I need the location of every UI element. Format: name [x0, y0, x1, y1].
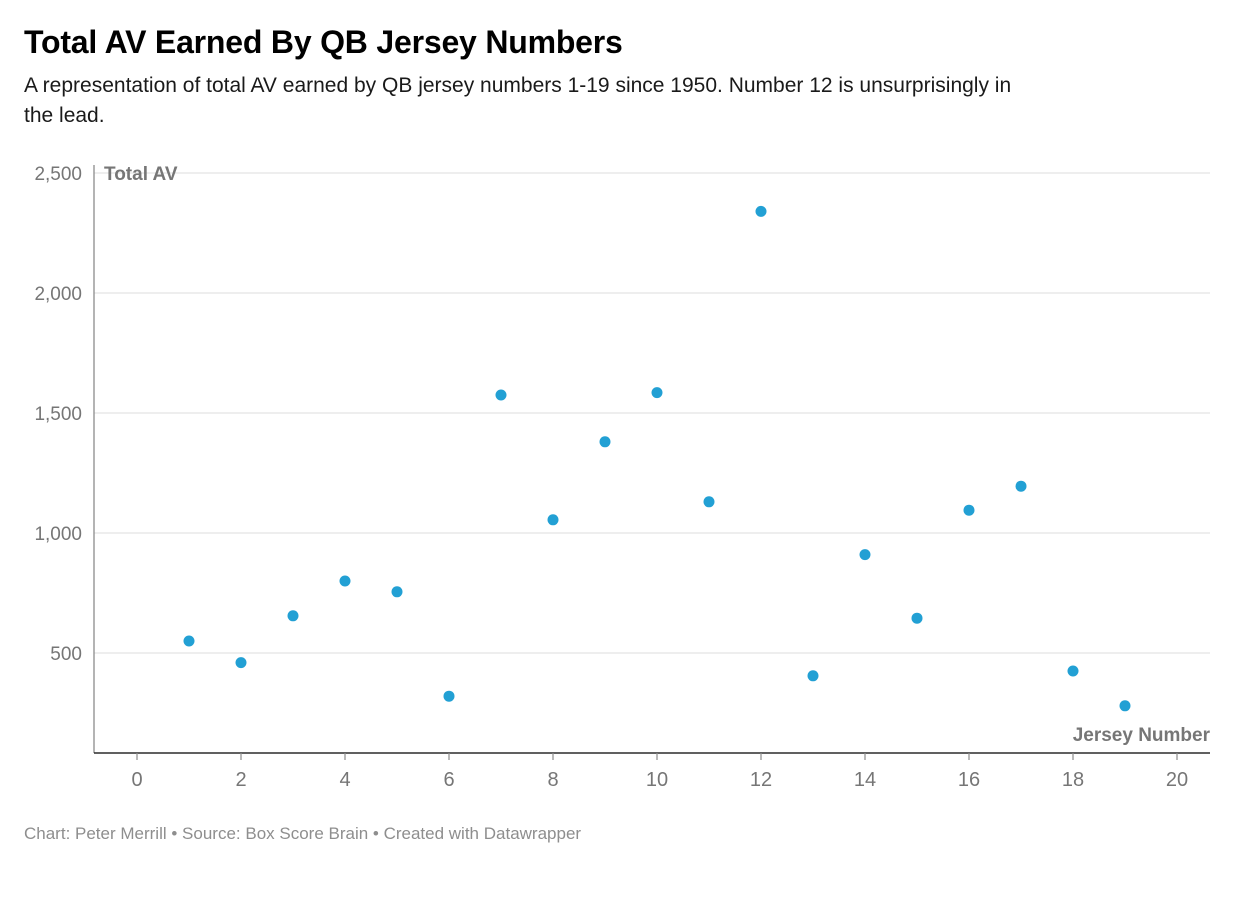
data-point	[443, 690, 455, 702]
data-point	[703, 495, 715, 507]
data-point	[859, 548, 871, 560]
data-point	[1119, 699, 1131, 711]
data-point	[235, 656, 247, 668]
data-point	[963, 504, 975, 516]
x-axis-tick-label: 4	[339, 769, 350, 791]
x-axis-tick-label: 6	[443, 769, 454, 791]
data-point	[755, 205, 767, 217]
x-axis-tick-label: 2	[235, 769, 246, 791]
y-axis-tick-label: 2,000	[34, 284, 82, 305]
scatter-chart: 500 1,000 1,500 2,000 2,500 0 2 4 6 8 10 12 14 16 18 20…	[24, 158, 1224, 808]
x-axis-tick-label: 14	[854, 769, 876, 791]
data-point	[599, 435, 611, 447]
data-point	[495, 389, 507, 401]
x-axis-tick-label: 20	[1166, 769, 1188, 791]
x-axis-tick-label: 16	[958, 769, 980, 791]
data-point	[547, 513, 559, 525]
data-point	[1015, 480, 1027, 492]
data-point	[339, 575, 351, 587]
y-axis-title: Total AV	[104, 164, 178, 185]
x-axis-tick-label: 8	[547, 769, 558, 791]
data-point	[287, 609, 299, 621]
x-axis-tick-label: 12	[750, 769, 772, 791]
scatter-plot-svg: 500 1,000 1,500 2,000 2,500 0 2 4 6 8 10 12 14 16 18 20…	[34, 164, 1211, 791]
x-axis-tick-label: 0	[131, 769, 142, 791]
data-point	[651, 386, 663, 398]
data-point	[1067, 665, 1079, 677]
data-point	[391, 585, 403, 597]
data-point	[911, 612, 923, 624]
data-point	[807, 669, 819, 681]
y-axis-tick-label: 1,500	[34, 404, 82, 425]
y-axis-tick-label: 500	[50, 644, 82, 665]
y-axis-tick-label: 2,500	[34, 164, 82, 185]
x-axis-tick-label: 10	[646, 769, 668, 791]
data-point	[183, 635, 195, 647]
x-axis-title: Jersey Number	[1073, 725, 1211, 746]
y-axis-tick-label: 1,000	[34, 524, 82, 545]
chart-footer-byline: Chart: Peter Merrill • Source: Box Score…	[24, 823, 582, 843]
chart-title: Total AV Earned By QB Jersey Numbers	[24, 24, 623, 60]
chart-subtitle: A representation of total AV earned by Q…	[24, 73, 1012, 128]
x-axis-tick-label: 18	[1062, 769, 1084, 791]
